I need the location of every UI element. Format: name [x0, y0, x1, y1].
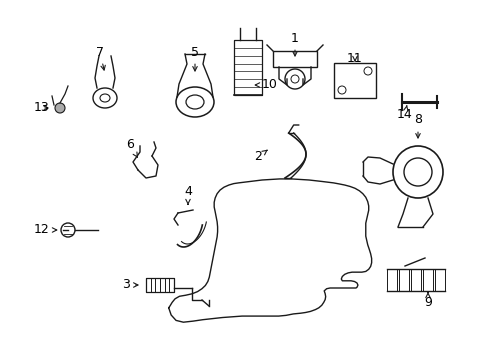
Text: 6: 6: [126, 139, 137, 157]
Text: 2: 2: [254, 150, 266, 163]
Bar: [398, 269, 408, 291]
Text: 10: 10: [255, 78, 277, 91]
Bar: [333, 63, 375, 98]
Bar: [272, 51, 316, 67]
Text: 14: 14: [396, 105, 412, 121]
Bar: [410, 269, 420, 291]
Text: 13: 13: [34, 102, 50, 114]
Text: 5: 5: [191, 45, 199, 71]
Bar: [146, 278, 174, 292]
Text: 9: 9: [423, 293, 431, 309]
Circle shape: [55, 103, 65, 113]
Text: 12: 12: [34, 224, 57, 237]
Text: 4: 4: [183, 185, 192, 204]
Bar: [234, 40, 262, 95]
Bar: [434, 269, 444, 291]
Text: 8: 8: [413, 113, 421, 138]
Text: 11: 11: [346, 51, 362, 64]
Text: 7: 7: [96, 45, 105, 70]
Text: 3: 3: [122, 279, 138, 292]
Bar: [422, 269, 432, 291]
Bar: [386, 269, 396, 291]
Text: 1: 1: [290, 31, 298, 56]
